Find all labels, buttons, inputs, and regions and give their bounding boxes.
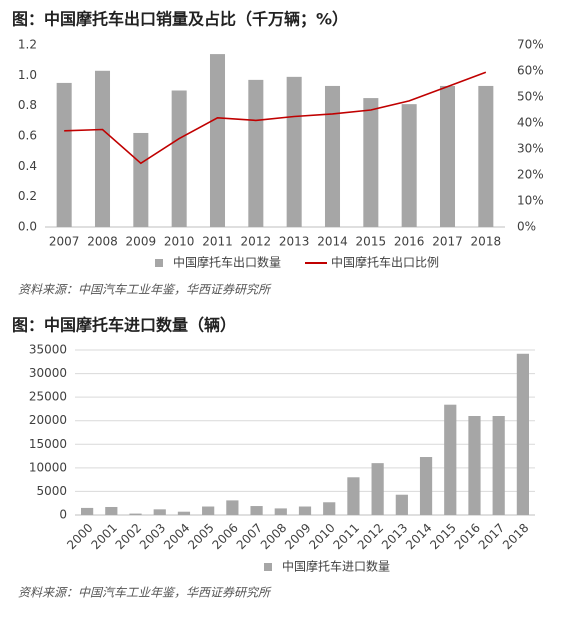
y2-tick-label: 50%	[517, 90, 544, 104]
x-tick-label: 2016	[394, 235, 425, 249]
legend-label: 中国摩托车出口数量	[173, 255, 281, 270]
bar	[81, 507, 94, 515]
x-tick-label: 2006	[209, 521, 240, 552]
x-tick-label: 2012	[355, 521, 386, 552]
y-tick-label: 35000	[29, 343, 67, 357]
bar	[129, 513, 142, 515]
x-tick-label: 2005	[185, 521, 216, 552]
x-tick-label: 2007	[49, 235, 80, 249]
bar	[444, 404, 457, 515]
legend-swatch	[155, 259, 163, 267]
y-tick-label: 10000	[29, 460, 67, 474]
x-tick-label: 2009	[282, 521, 313, 552]
bar	[324, 85, 341, 227]
bar	[105, 506, 118, 515]
y-tick-label: 25000	[29, 390, 67, 404]
y2-tick-label: 70%	[517, 38, 544, 52]
y-tick-label: 30000	[29, 366, 67, 380]
bar	[209, 54, 226, 227]
x-tick-label: 2014	[317, 235, 348, 249]
y-tick-label: 0.8	[18, 98, 37, 112]
bar	[401, 104, 417, 227]
x-tick-label: 2015	[356, 235, 387, 249]
x-tick-label: 2003	[137, 521, 168, 552]
x-tick-label: 2016	[452, 521, 483, 552]
bar	[153, 509, 166, 515]
x-tick-label: 2013	[279, 235, 310, 249]
x-tick-label: 2012	[241, 235, 272, 249]
x-tick-label: 2002	[113, 521, 144, 552]
bar	[226, 500, 239, 515]
x-tick-label: 2018	[500, 521, 531, 552]
legend-swatch	[264, 563, 272, 571]
x-tick-label: 2017	[476, 521, 507, 552]
y-tick-label: 0.0	[18, 220, 37, 234]
y2-tick-label: 30%	[517, 142, 544, 156]
y-tick-label: 0.4	[18, 159, 37, 173]
y2-tick-label: 40%	[517, 116, 544, 130]
bar	[516, 353, 529, 515]
y-tick-label: 1.0	[18, 68, 37, 82]
bar	[323, 502, 336, 515]
x-tick-label: 2009	[126, 235, 157, 249]
y-tick-label: 0.2	[18, 189, 37, 203]
y-tick-label: 0.6	[18, 129, 37, 143]
bar	[202, 506, 215, 515]
y-tick-label: 5000	[36, 484, 67, 498]
x-tick-label: 2008	[258, 521, 289, 552]
bar	[250, 506, 263, 515]
bar	[419, 457, 433, 515]
chart-title: 图：中国摩托车出口销量及占比（千万辆；%）	[12, 10, 348, 29]
x-tick-label: 2001	[88, 521, 119, 552]
bar	[371, 463, 384, 515]
bar	[171, 90, 187, 227]
x-tick-label: 2008	[87, 235, 118, 249]
x-tick-label: 2011	[202, 235, 233, 249]
bar	[56, 82, 72, 228]
bar	[286, 76, 302, 227]
bar	[177, 511, 191, 515]
legend-label: 中国摩托车出口比例	[331, 255, 439, 270]
bar	[439, 85, 456, 227]
y-tick-label: 20000	[29, 413, 67, 427]
y2-tick-label: 60%	[517, 64, 544, 78]
y2-tick-label: 10%	[517, 194, 544, 208]
x-tick-label: 2010	[306, 521, 337, 552]
x-tick-label: 2017	[432, 235, 463, 249]
bar	[298, 506, 312, 515]
bar	[133, 132, 149, 227]
y2-tick-label: 0%	[517, 220, 536, 234]
bar	[492, 416, 505, 515]
bar	[395, 494, 408, 515]
bar	[94, 70, 111, 228]
source-note: 资料来源：中国汽车工业年鉴，华西证券研究所	[18, 283, 272, 297]
x-tick-label: 2018	[471, 235, 502, 249]
y-tick-label: 0	[59, 508, 67, 522]
bar	[468, 416, 481, 515]
bar	[478, 85, 494, 227]
x-tick-label: 2014	[403, 521, 434, 552]
bar	[363, 98, 379, 227]
y2-tick-label: 20%	[517, 168, 544, 182]
x-tick-label: 2015	[427, 521, 458, 552]
chart: 图：中国摩托车出口销量及占比（千万辆；%） 0.0 0.2 0.4 0.6 0.8 1.0 1…	[12, 10, 544, 297]
y-tick-label: 15000	[29, 437, 67, 451]
source-note: 资料来源：中国汽车工业年鉴，华西证券研究所	[18, 586, 272, 600]
x-tick-label: 2000	[64, 521, 95, 552]
bar	[347, 477, 360, 515]
line	[64, 71, 487, 165]
y-tick-label: 1.2	[18, 38, 37, 52]
bar	[274, 508, 287, 515]
legend-label: 中国摩托车进口数量	[282, 559, 390, 574]
x-tick-label: 2010	[164, 235, 195, 249]
bar	[248, 79, 264, 227]
x-tick-label: 2007	[234, 521, 265, 552]
x-tick-label: 2004	[161, 521, 192, 552]
chart-title: 图：中国摩托车进口数量（辆）	[12, 316, 236, 335]
x-tick-label: 2013	[379, 521, 410, 552]
x-tick-label: 2011	[331, 521, 362, 552]
chart: 图：中国摩托车进口数量（辆） 0 5000 10000 15000 20000 25000 3…	[12, 316, 535, 600]
